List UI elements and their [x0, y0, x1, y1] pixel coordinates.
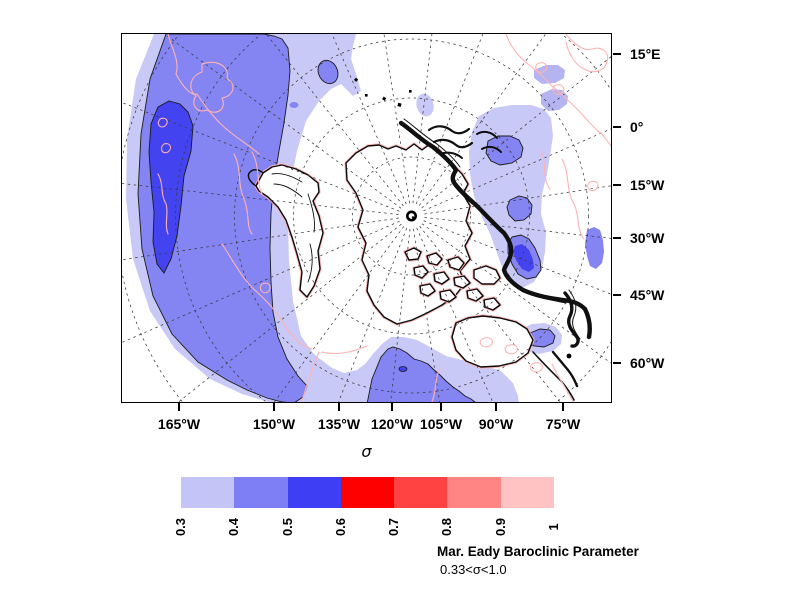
colorbar-tick-label: 0.8	[439, 517, 455, 537]
x-tick-mark	[178, 403, 180, 411]
y-tick-mark	[613, 126, 621, 128]
x-tick-mark	[391, 403, 393, 411]
graticule-dashed	[122, 34, 611, 402]
y-tick-mark	[613, 53, 621, 55]
polar-map	[122, 34, 611, 402]
landmasses	[247, 142, 575, 401]
pink-coastlines	[157, 34, 611, 402]
y-tick-label: 30°W	[630, 230, 665, 246]
colorbar-tick-label: 1	[546, 523, 561, 531]
colorbar-tick-label: 0.4	[226, 517, 242, 537]
map-panel	[121, 33, 612, 403]
y-tick-label: 15°W	[630, 177, 665, 193]
colorbar-segment	[234, 477, 289, 508]
pole-marker	[405, 210, 417, 222]
x-tick-label: 105°W	[419, 416, 463, 432]
colorbar-segment	[447, 477, 502, 508]
colorbar-segment	[181, 477, 235, 508]
x-tick-label: 120°W	[370, 416, 414, 432]
x-axis-title: σ	[361, 442, 372, 461]
y-tick-label: 60°W	[630, 355, 665, 371]
x-tick-label: 75°W	[545, 416, 581, 432]
filled-contour-regions	[126, 34, 604, 402]
x-tick-mark	[495, 403, 497, 411]
y-tick-label: 0°	[630, 119, 644, 135]
colorbar-segment	[500, 477, 555, 508]
colorbar-segment	[394, 477, 448, 508]
legend-range-text: 0.33<σ<1.0	[440, 562, 507, 577]
x-tick-label: 90°W	[478, 416, 514, 432]
x-tick-mark	[338, 403, 340, 411]
y-tick-mark	[613, 362, 621, 364]
y-tick-mark	[613, 294, 621, 296]
y-tick-label: 15°E	[630, 46, 661, 62]
x-tick-mark	[440, 403, 442, 411]
y-tick-label: 45°W	[630, 287, 665, 303]
archipelago-islands	[403, 246, 502, 312]
y-tick-mark	[613, 184, 621, 186]
x-tick-mark	[562, 403, 564, 411]
y-tick-mark	[613, 237, 621, 239]
x-tick-label: 135°W	[317, 416, 361, 432]
colorbar-tick-label: 0.3	[173, 517, 188, 537]
x-tick-label: 165°W	[157, 416, 201, 432]
mountain-contour-cluster	[247, 163, 325, 299]
dense-contour-bands	[353, 77, 592, 388]
colorbar-segment	[340, 477, 395, 508]
colorbar-tick-label: 0.7	[386, 517, 402, 537]
x-tick-label: 150°W	[252, 416, 296, 432]
colorbar-tick-label: 0.9	[492, 517, 508, 537]
colorbar-segment	[287, 477, 342, 508]
x-tick-mark	[273, 403, 275, 411]
colorbar-tick-label: 0.5	[279, 517, 295, 537]
colorbar-tick-label: 0.6	[332, 517, 348, 537]
legend-title: Mar. Eady Baroclinic Parameter	[437, 544, 639, 559]
